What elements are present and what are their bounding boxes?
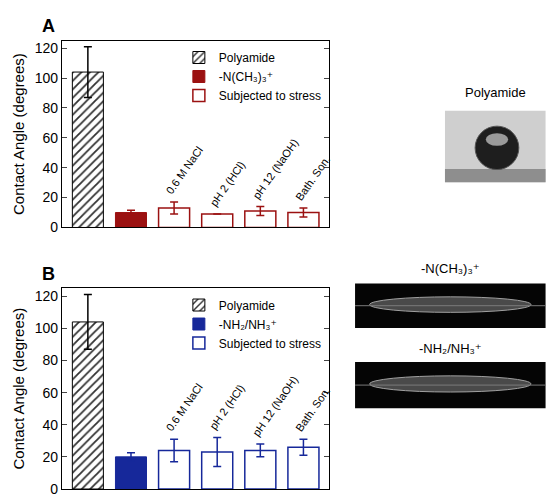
svg-text:40: 40 (43, 417, 59, 433)
svg-text:pH 12 (NaOH): pH 12 (NaOH) (250, 137, 300, 201)
svg-text:Polyamide: Polyamide (465, 85, 526, 100)
svg-text:Polyamide: Polyamide (219, 299, 275, 313)
svg-text:100: 100 (35, 320, 59, 336)
svg-text:80: 80 (43, 100, 59, 116)
svg-text:Contact Angle (degrees): Contact Angle (degrees) (10, 53, 27, 215)
svg-text:A: A (42, 16, 55, 36)
svg-text:80: 80 (43, 352, 59, 368)
svg-text:-NH₂/NH₃⁺: -NH₂/NH₃⁺ (219, 318, 277, 332)
svg-text:B: B (42, 264, 55, 284)
svg-text:20: 20 (43, 189, 59, 205)
svg-text:Subjected to stress: Subjected to stress (219, 89, 321, 103)
svg-text:100: 100 (35, 70, 59, 86)
svg-text:pH 2 (HCl): pH 2 (HCl) (208, 159, 248, 208)
svg-text:Polyamide: Polyamide (219, 51, 275, 65)
svg-text:0: 0 (50, 481, 58, 497)
svg-text:60: 60 (43, 385, 59, 401)
svg-text:pH 2 (HCl): pH 2 (HCl) (207, 382, 247, 431)
svg-text:120: 120 (35, 288, 59, 304)
svg-text:60: 60 (43, 130, 59, 146)
svg-text:Contact Angle (degrees): Contact Angle (degrees) (10, 308, 27, 470)
svg-text:Subjected to stress: Subjected to stress (219, 337, 321, 351)
svg-text:-NH₂/NH₃⁺: -NH₂/NH₃⁺ (419, 341, 482, 356)
svg-text:pH 12 (NaOH): pH 12 (NaOH) (250, 374, 300, 438)
svg-text:Bath. Son.: Bath. Son. (293, 154, 332, 203)
svg-text:Bath. Son.: Bath. Son. (293, 385, 332, 434)
svg-text:0.6 M NaCl: 0.6 M NaCl (164, 381, 205, 433)
svg-text:120: 120 (35, 40, 59, 56)
svg-text:0: 0 (50, 219, 58, 235)
svg-text:40: 40 (43, 160, 59, 176)
svg-text:20: 20 (43, 449, 59, 465)
svg-text:-N(CH₃)₃⁺: -N(CH₃)₃⁺ (421, 261, 480, 276)
svg-text:-N(CH₃)₃⁺: -N(CH₃)₃⁺ (219, 70, 273, 84)
svg-text:0.6 M NaCl: 0.6 M NaCl (164, 144, 205, 196)
